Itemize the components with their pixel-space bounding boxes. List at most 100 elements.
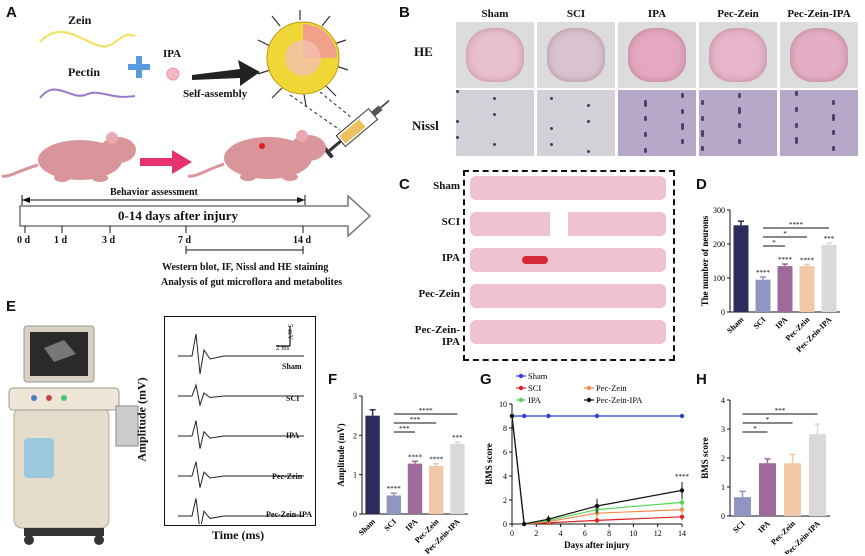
nissl-image: [537, 90, 615, 156]
bar: [734, 497, 751, 516]
row-label-nissl: Nissl: [412, 118, 439, 133]
nissl-neuron: [738, 139, 741, 142]
category-label: Sham: [357, 517, 377, 537]
nissl-neuron: [701, 134, 704, 137]
analysis-line-2: Analysis of gut microflora and metabolit…: [161, 277, 343, 288]
panel-label-c: C: [399, 176, 410, 193]
nissl-neuron: [738, 125, 741, 128]
nissl-neuron: [832, 102, 835, 105]
x-tick-label: 14: [678, 529, 686, 538]
legend-label: Pec-Zein-IPA: [596, 395, 643, 405]
nissl-image: [699, 90, 777, 156]
y-tick-label: 0: [353, 510, 357, 519]
nissl-neuron: [587, 104, 590, 107]
nissl-neuron: [738, 93, 741, 96]
data-point: [546, 413, 551, 419]
nissl-neuron: [795, 93, 798, 96]
bar-significance: ***: [452, 434, 463, 442]
y-tick-label: 3: [721, 425, 725, 434]
y-tick-label: 0: [721, 308, 725, 317]
nissl-neuron: [832, 116, 835, 119]
zein-curve: [39, 30, 136, 48]
nissl-neuron: [738, 109, 741, 112]
section-label: SCI: [441, 216, 460, 228]
chart-g-bms-time: 0 2 4 6 8 10 0 2 4 6 8 10 12 14 Days after injury BMS s…: [484, 371, 690, 550]
scale-bar-voltage-label: 5 mV: [286, 324, 294, 340]
nissl-neuron: [587, 150, 590, 153]
comparison-significance: ****: [789, 221, 804, 229]
nissl-neuron: [832, 114, 835, 117]
legend-label: IPA: [528, 395, 542, 405]
y-tick-label: 8: [503, 424, 507, 433]
category-label: SCI: [382, 517, 398, 533]
longitudinal-section: [470, 284, 666, 308]
comparison-significance: *: [766, 416, 770, 424]
y-tick-label: 100: [713, 274, 725, 283]
timeline-label: 0-14 days after injury: [118, 208, 239, 223]
y-tick-label: 3: [353, 392, 357, 401]
y-tick-label: 2: [721, 454, 725, 463]
row-label-he: HE: [414, 44, 433, 59]
nissl-neuron: [795, 107, 798, 110]
ultrasound-machine-icon: [8, 325, 139, 545]
nissl-neuron: [681, 93, 684, 96]
x-tick-label: 12: [654, 529, 662, 538]
bar: [777, 266, 793, 312]
longitudinal-section-frame: [463, 170, 675, 361]
data-point: [521, 521, 527, 527]
y-axis-label: BMS score: [484, 443, 494, 485]
pectin-curve: [39, 88, 136, 99]
nissl-neuron: [493, 97, 496, 100]
nissl-neuron: [795, 125, 798, 128]
nissl-neuron: [795, 141, 798, 144]
nissl-neuron: [701, 132, 704, 135]
nissl-neuron: [456, 136, 459, 139]
emg-trace-box: [164, 316, 316, 526]
emg-trace: [178, 333, 304, 375]
self-assembly-label: Self-assembly: [183, 88, 248, 100]
bar: [407, 463, 423, 514]
section-label: Pec-Zein: [418, 288, 460, 300]
day-label-14: 14 d: [293, 235, 312, 246]
x-tick-label: 0: [510, 529, 514, 538]
nissl-neuron: [832, 118, 835, 121]
y-axis-label: Amplitude (mV): [336, 423, 346, 486]
nissl-neuron: [795, 139, 798, 142]
comparison-significance: ***: [399, 425, 410, 433]
panel-label-b: B: [399, 4, 410, 21]
legend-marker: [586, 385, 592, 391]
y-tick-label: 1: [721, 483, 725, 492]
nissl-neuron: [644, 102, 647, 105]
data-point: [594, 503, 600, 509]
emg-trace: [178, 383, 304, 407]
section-label: Sham: [433, 180, 460, 192]
nissl-neuron: [681, 111, 684, 114]
nissl-neuron: [587, 120, 590, 123]
comparison-significance: ***: [775, 407, 786, 415]
x-tick-label: 4: [559, 529, 563, 538]
column-label: Pec-Zein: [717, 8, 759, 20]
nissl-neuron: [681, 139, 684, 142]
nissl-neuron: [701, 130, 704, 133]
panel-label-h: H: [696, 371, 707, 388]
end-significance: ****: [675, 473, 690, 481]
category-label: IPA: [404, 517, 420, 533]
bar: [365, 415, 380, 514]
bar-significance: ****: [778, 256, 793, 264]
legend-label: Pec-Zein: [596, 383, 627, 393]
longitudinal-section: [470, 320, 666, 344]
trace-label-sci: SCI: [286, 394, 300, 403]
column-label: Pec-Zein-IPA: [787, 8, 851, 20]
data-point: [594, 518, 600, 523]
category-label: Sham: [725, 315, 745, 335]
ipa-label: IPA: [163, 48, 182, 60]
nissl-neuron: [550, 143, 553, 146]
hemorrhage: [522, 256, 548, 264]
bar: [755, 279, 771, 312]
he-section: [628, 28, 686, 82]
nissl-neuron: [738, 123, 741, 126]
bar: [821, 245, 837, 312]
pectin-label: Pectin: [68, 65, 100, 79]
data-point: [594, 413, 600, 419]
